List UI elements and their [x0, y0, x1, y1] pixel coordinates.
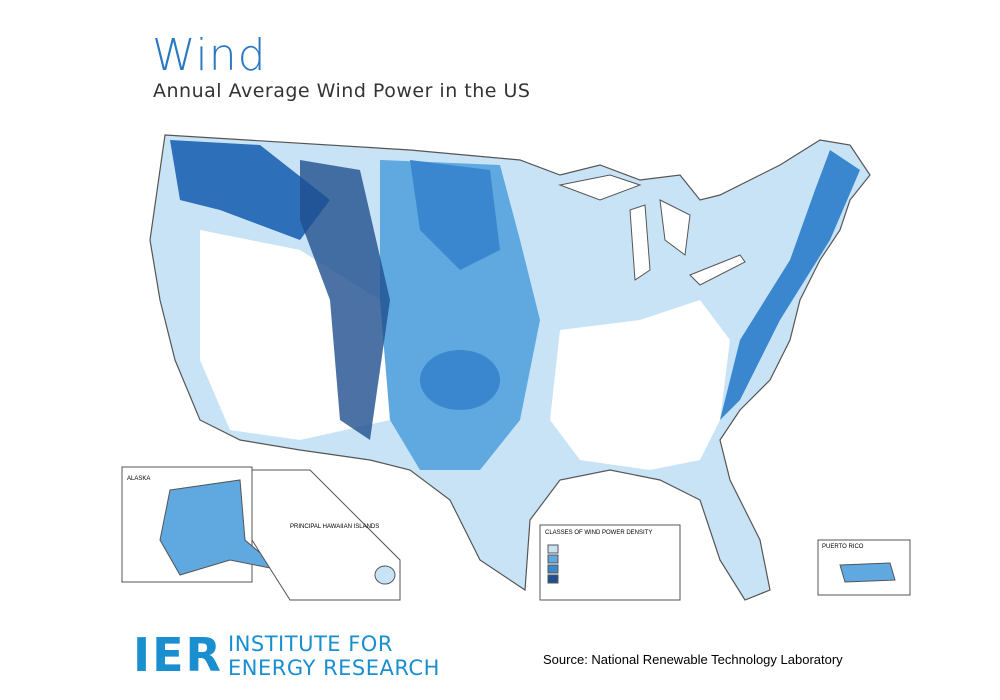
- plains-core: [410, 160, 500, 270]
- lake-huron: [659, 199, 691, 256]
- lake-superior: [558, 174, 642, 201]
- legend-swatch: [547, 564, 559, 574]
- plains-zone: [380, 160, 540, 470]
- lake-erie: [689, 254, 746, 286]
- logo-text: ENERGY RESEARCH: [228, 656, 440, 680]
- inset-label: PUERTO RICO: [822, 544, 864, 550]
- legend-box: [539, 524, 681, 601]
- kansas-core: [420, 350, 500, 410]
- logo-text: INSTITUTE FOR: [228, 632, 393, 656]
- logo: IER: [133, 628, 223, 682]
- lake-michigan: [629, 204, 651, 281]
- southeast-low: [550, 300, 730, 470]
- appalachian-zone: [720, 150, 860, 420]
- alaska-shape: [159, 479, 282, 576]
- rockies-zone: [300, 160, 390, 440]
- puerto-rico-shape: [839, 562, 896, 583]
- hawaii-island: [374, 565, 396, 585]
- inset-label: PRINCIPAL HAWAIIAN ISLANDS: [290, 524, 379, 530]
- legend-title: CLASSES OF WIND POWER DENSITY: [545, 530, 652, 536]
- legend-swatch: [547, 554, 559, 564]
- subtitle: Annual Average Wind Power in the US: [153, 80, 531, 102]
- northwest-zone: [170, 140, 330, 240]
- title: Wind: [152, 30, 267, 81]
- legend-swatch: [547, 574, 559, 584]
- source: Source: National Renewable Technology La…: [543, 652, 843, 667]
- inset-label: ALASKA: [127, 476, 150, 482]
- legend-swatch: [547, 544, 559, 554]
- hawaii-inset: [251, 469, 401, 601]
